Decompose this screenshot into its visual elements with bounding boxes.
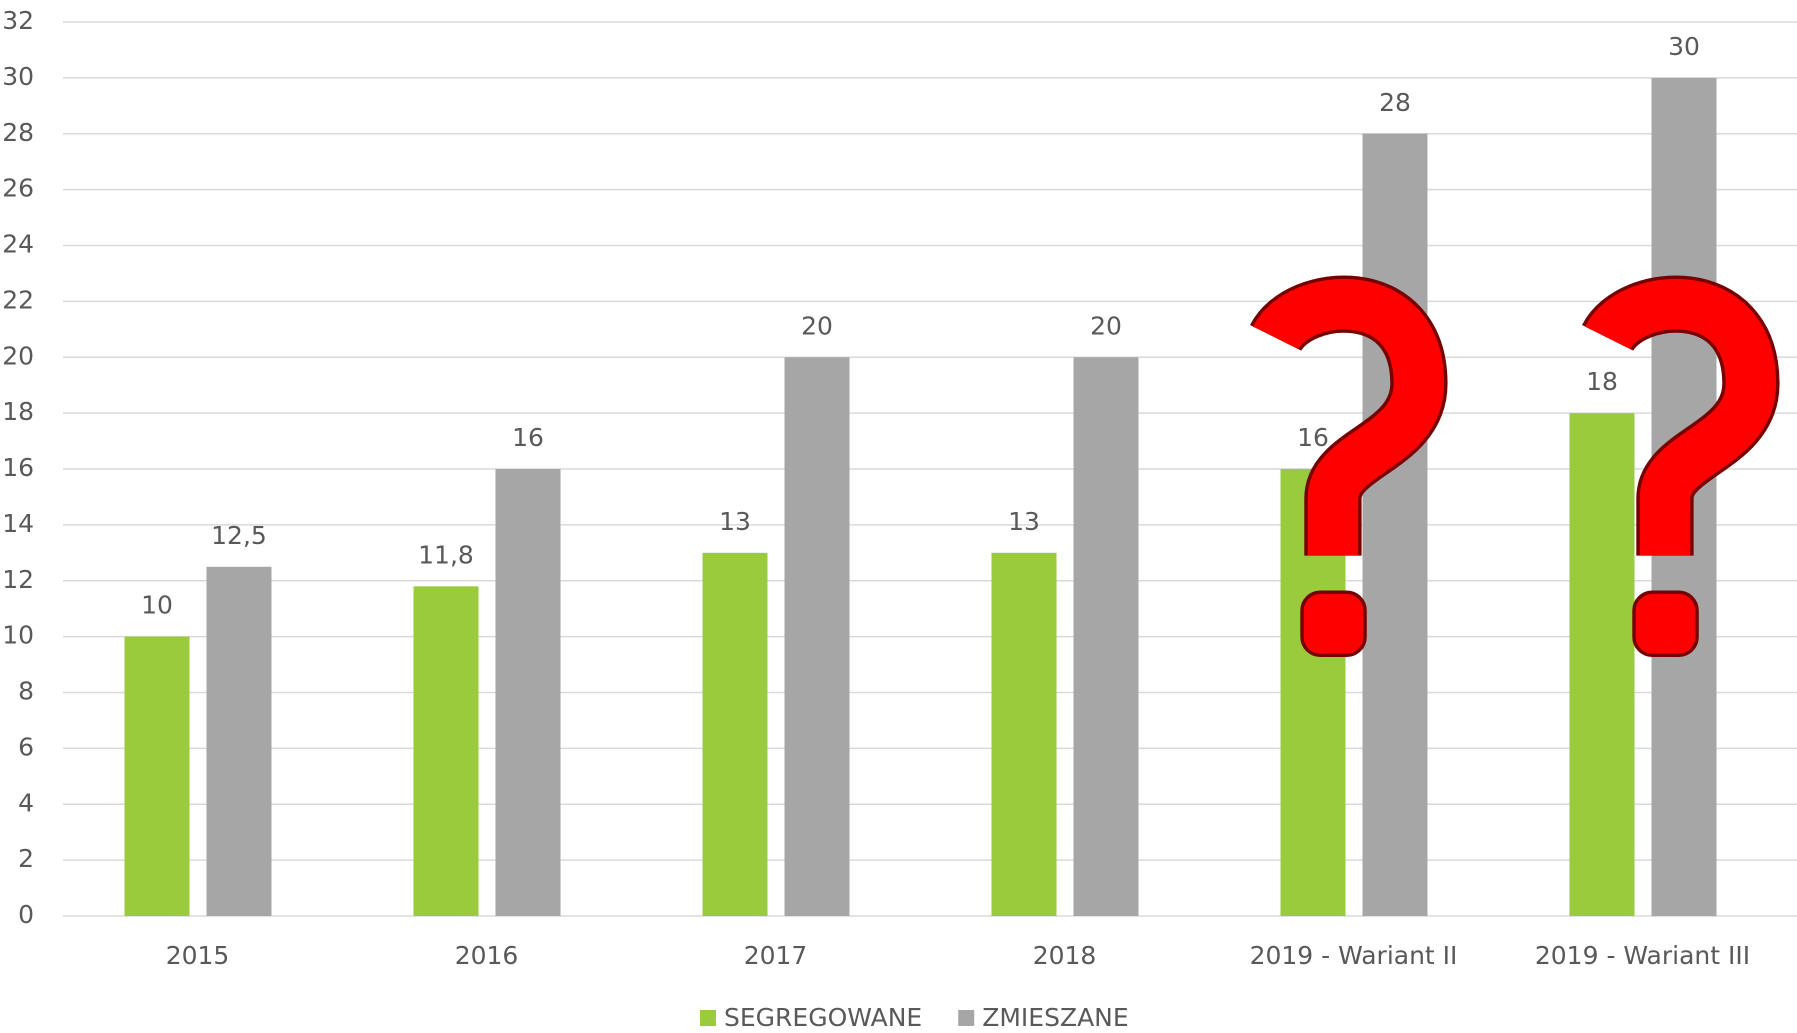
x-tick-label: 2018 (1033, 941, 1097, 970)
value-label: 13 (719, 507, 751, 536)
bar (124, 636, 190, 916)
bar (413, 586, 479, 916)
legend-label: ZMIESZANE (982, 1003, 1128, 1032)
y-tick-label: 32 (2, 6, 34, 35)
legend-swatch (958, 1010, 975, 1026)
bar (991, 552, 1057, 916)
y-tick-label: 14 (2, 509, 34, 538)
bar (702, 552, 768, 916)
plot: 0246810121416182022242628303220151012,52… (2, 6, 1797, 1032)
value-label: 18 (1586, 367, 1618, 396)
y-tick-label: 2 (18, 844, 34, 873)
question-mark (1250, 275, 1448, 658)
y-tick-label: 10 (2, 621, 34, 650)
y-tick-label: 6 (18, 732, 34, 761)
value-label: 16 (1297, 423, 1329, 452)
value-label: 16 (512, 423, 544, 452)
value-label: 30 (1668, 32, 1700, 61)
y-tick-label: 16 (2, 453, 34, 482)
value-label: 20 (1090, 311, 1122, 340)
x-tick-label: 2019 - Wariant III (1535, 941, 1750, 970)
value-label: 11,8 (418, 540, 474, 569)
bar (1362, 133, 1428, 916)
value-label: 12,5 (211, 521, 267, 550)
y-tick-label: 8 (18, 677, 34, 706)
bar (1569, 413, 1635, 916)
y-tick-label: 4 (18, 788, 34, 817)
x-tick-label: 2017 (744, 941, 808, 970)
y-tick-label: 20 (2, 341, 34, 370)
x-tick-label: 2019 - Wariant II (1250, 941, 1458, 970)
x-tick-label: 2015 (166, 941, 230, 970)
y-tick-label: 0 (18, 900, 34, 929)
y-tick-label: 12 (2, 565, 34, 594)
value-label: 28 (1379, 88, 1411, 117)
y-tick-label: 18 (2, 397, 34, 426)
value-label: 20 (801, 311, 833, 340)
legend-swatch (700, 1010, 716, 1026)
y-tick-label: 30 (2, 62, 34, 91)
y-tick-label: 22 (2, 285, 34, 314)
bar (1073, 357, 1139, 916)
y-tick-label: 28 (2, 118, 34, 147)
value-label: 10 (141, 591, 173, 620)
bar (206, 566, 272, 916)
x-tick-label: 2016 (455, 941, 519, 970)
value-label: 13 (1008, 507, 1040, 536)
bar (784, 357, 850, 916)
y-tick-label: 24 (2, 230, 34, 259)
bar (495, 469, 561, 916)
question-mark (1582, 275, 1780, 658)
y-tick-label: 26 (2, 174, 34, 203)
legend-label: SEGREGOWANE (724, 1003, 922, 1032)
